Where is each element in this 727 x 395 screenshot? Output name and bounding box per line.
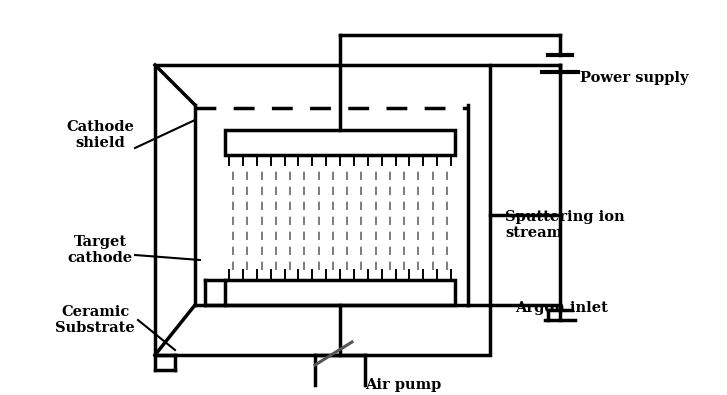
Text: Argon inlet: Argon inlet — [515, 301, 608, 315]
Bar — [155, 65, 490, 355]
Bar — [225, 130, 455, 155]
Text: Sputtering ion
stream: Sputtering ion stream — [505, 210, 624, 240]
Text: Power supply: Power supply — [580, 71, 688, 85]
Text: Target
cathode: Target cathode — [68, 235, 132, 265]
Text: Cathode
shield: Cathode shield — [66, 120, 134, 150]
Bar — [225, 280, 455, 305]
Text: Ceramic
Substrate: Ceramic Substrate — [55, 305, 135, 335]
Text: Air pump: Air pump — [365, 378, 441, 392]
